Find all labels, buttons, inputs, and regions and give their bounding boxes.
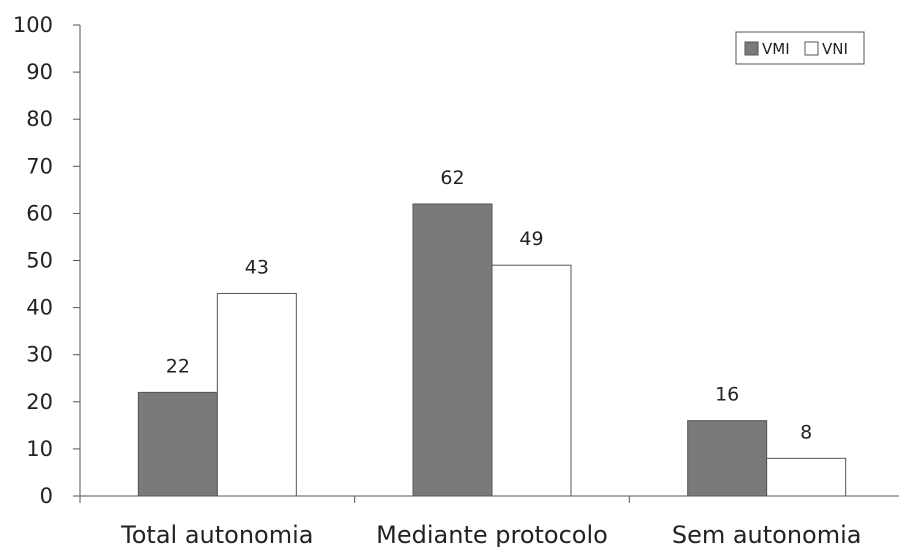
bar-vmi (137, 391, 218, 497)
data-label: 22 (166, 355, 190, 377)
data-label: 16 (715, 384, 739, 406)
y-tick-label: 0 (40, 484, 53, 508)
x-tick-label: Mediante protocolo (376, 521, 608, 547)
bar-vmi (687, 420, 768, 497)
y-tick-label: 100 (13, 13, 53, 37)
bar-vmi (412, 203, 493, 497)
legend: VMI VNI (735, 31, 865, 65)
data-label: 49 (519, 228, 543, 250)
y-tick-label: 90 (26, 60, 53, 84)
legend-label-vmi: VMI (762, 40, 790, 58)
y-tick-label: 50 (26, 249, 53, 273)
bar-vni (491, 264, 572, 497)
y-tick-label: 60 (26, 201, 53, 225)
data-label: 62 (440, 167, 464, 189)
bar-vni (766, 457, 847, 497)
x-tick-label: Total autonomia (120, 521, 313, 547)
x-axis: Total autonomia Mediante protocolo Sem aut… (79, 495, 899, 547)
y-tick-label: 10 (26, 437, 53, 461)
data-label: 43 (245, 256, 269, 278)
y-axis: 0 10 20 30 40 50 60 70 80 90 100 (13, 13, 81, 508)
y-tick-label: 80 (26, 107, 53, 131)
bars (137, 203, 847, 497)
y-tick-label: 40 (26, 296, 53, 320)
legend-swatch-vni (804, 41, 819, 56)
legend-swatch-vmi (744, 41, 759, 56)
data-labels: 22 43 62 49 16 8 (166, 167, 812, 443)
y-tick-label: 30 (26, 343, 53, 367)
data-label: 8 (800, 421, 812, 443)
y-tick-label: 70 (26, 154, 53, 178)
bar-vni (216, 292, 297, 497)
x-tick-label: Sem autonomia (672, 521, 862, 547)
legend-label-vni: VNI (822, 40, 848, 58)
y-tick-label: 20 (26, 390, 53, 414)
